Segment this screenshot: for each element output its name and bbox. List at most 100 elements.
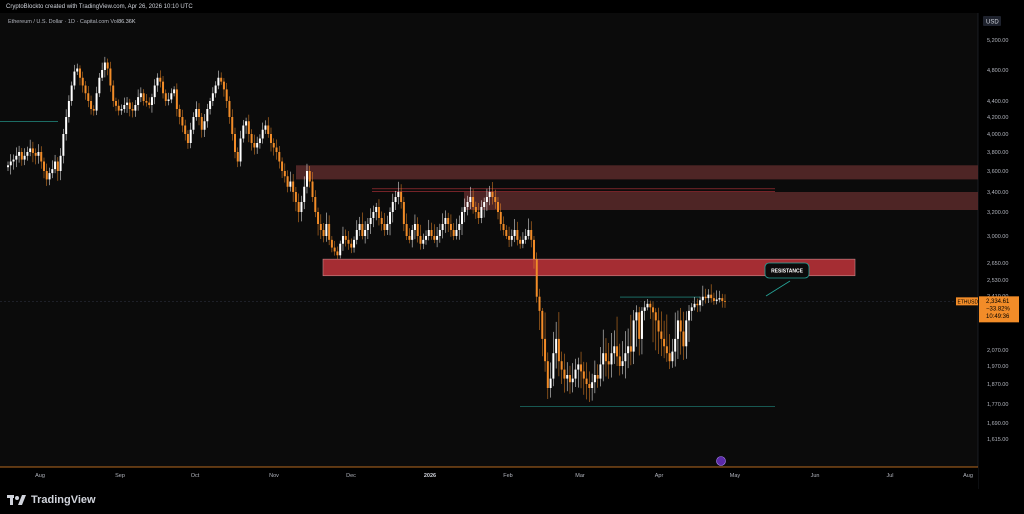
- x-tick-label: Sep: [115, 473, 125, 479]
- candle-body: [438, 230, 441, 236]
- footer: TradingView: [0, 489, 1024, 514]
- candle-body: [413, 224, 416, 230]
- candle-body: [361, 224, 364, 236]
- candle-body: [184, 125, 187, 134]
- candle-body: [521, 239, 524, 244]
- candle-body: [488, 192, 491, 197]
- candle-body: [416, 224, 419, 236]
- y-tick-label: 4,400.00: [987, 99, 1008, 105]
- candle-body: [469, 197, 472, 202]
- x-tick-label: Jun: [811, 473, 820, 479]
- candle-body: [685, 320, 688, 347]
- chart-area[interactable]: USD 5,200.00 4,800.00 4,400.00 4,200.00 4,000…: [0, 13, 1024, 489]
- candle-body: [724, 300, 726, 302]
- candle-body: [40, 152, 43, 162]
- candle-body: [721, 298, 724, 301]
- candle-body: [527, 230, 530, 236]
- annotation-label: RESISTANCE: [771, 269, 804, 275]
- candle-body: [679, 320, 682, 332]
- y-tick-label: 3,600.00: [987, 169, 1008, 175]
- candle-body: [610, 353, 613, 365]
- brand-text: TradingView: [31, 494, 96, 506]
- candle-body: [325, 224, 328, 236]
- candle-body: [214, 85, 217, 94]
- candle-body: [236, 152, 239, 162]
- candle-body: [369, 218, 372, 224]
- y-tick-label: 4,000.00: [987, 132, 1008, 138]
- candle-body: [530, 230, 533, 240]
- candle-body: [92, 109, 95, 111]
- candle-body: [142, 93, 145, 101]
- candle-body: [593, 375, 596, 383]
- y-tick-label: 2,530.00: [987, 278, 1008, 284]
- candle-body: [715, 299, 718, 301]
- candle-body: [134, 105, 137, 111]
- candle-body: [29, 148, 32, 152]
- y-tick-label: 3,800.00: [987, 150, 1008, 156]
- candle-body: [580, 364, 583, 372]
- candle-body: [400, 192, 403, 202]
- candle-body: [261, 129, 264, 139]
- candle-body: [78, 68, 81, 78]
- symbol-tag-label: ETHUSD: [958, 299, 979, 305]
- candle-body: [347, 239, 350, 244]
- candle-body: [314, 197, 317, 212]
- candle-body: [95, 93, 98, 111]
- candle-body: [571, 378, 574, 383]
- event-icon: [716, 456, 726, 466]
- candle-body: [646, 303, 649, 308]
- candle-body: [181, 117, 184, 126]
- candle-body: [557, 338, 560, 362]
- credit-line: CryptoBlockto created with TradingView.c…: [6, 4, 193, 10]
- candle-body: [665, 346, 668, 354]
- y-tick-label: 3,200.00: [987, 210, 1008, 216]
- candle-body: [538, 296, 541, 311]
- candle-body: [607, 361, 610, 365]
- candle-body: [148, 102, 151, 105]
- y-tick-label: 2,070.00: [987, 348, 1008, 354]
- candle-body: [353, 239, 356, 248]
- candle-body: [624, 353, 627, 362]
- candle-body: [120, 109, 123, 111]
- candle-body: [59, 155, 62, 171]
- candle-body: [638, 312, 641, 339]
- candle-body: [627, 346, 630, 354]
- candle-body: [258, 138, 261, 143]
- candle-body: [123, 105, 126, 109]
- candle-body: [671, 351, 674, 362]
- candle-body: [436, 236, 439, 240]
- candle-body: [566, 375, 569, 379]
- tradingview-logo[interactable]: TradingView: [7, 494, 96, 506]
- candle-body: [643, 307, 646, 311]
- candle-body: [350, 243, 353, 248]
- candle-body: [23, 155, 26, 160]
- candle-body: [549, 378, 552, 388]
- tradingview-logo-icon: [7, 495, 26, 505]
- candle-body: [364, 230, 367, 236]
- candle-body: [247, 121, 250, 134]
- candle-body: [162, 81, 165, 94]
- candle-body: [37, 152, 40, 156]
- x-tick-label: Oct: [191, 473, 200, 479]
- y-tick-label: 5,200.00: [987, 38, 1008, 44]
- candle-body: [704, 296, 707, 299]
- candle-body: [114, 101, 117, 106]
- candle-body: [67, 101, 70, 117]
- y-tick-label: 1,870.00: [987, 382, 1008, 388]
- candlestick-chart[interactable]: USD 5,200.00 4,800.00 4,400.00 4,200.00 4,000…: [0, 13, 1024, 489]
- candle-body: [126, 102, 129, 105]
- candle-body: [508, 236, 511, 240]
- candle-body: [192, 117, 195, 130]
- candle-body: [245, 121, 248, 126]
- candle-body: [663, 338, 666, 347]
- candle-body: [222, 81, 225, 90]
- candle-body: [242, 125, 245, 139]
- x-tick-label: Jul: [886, 473, 893, 479]
- candle-body: [73, 71, 76, 86]
- candle-body: [289, 181, 292, 187]
- candle-body: [372, 212, 375, 218]
- candle-body: [693, 303, 696, 308]
- x-tick-label: Apr: [655, 473, 664, 479]
- candle-body: [582, 371, 585, 379]
- x-tick-label: Aug: [963, 473, 973, 479]
